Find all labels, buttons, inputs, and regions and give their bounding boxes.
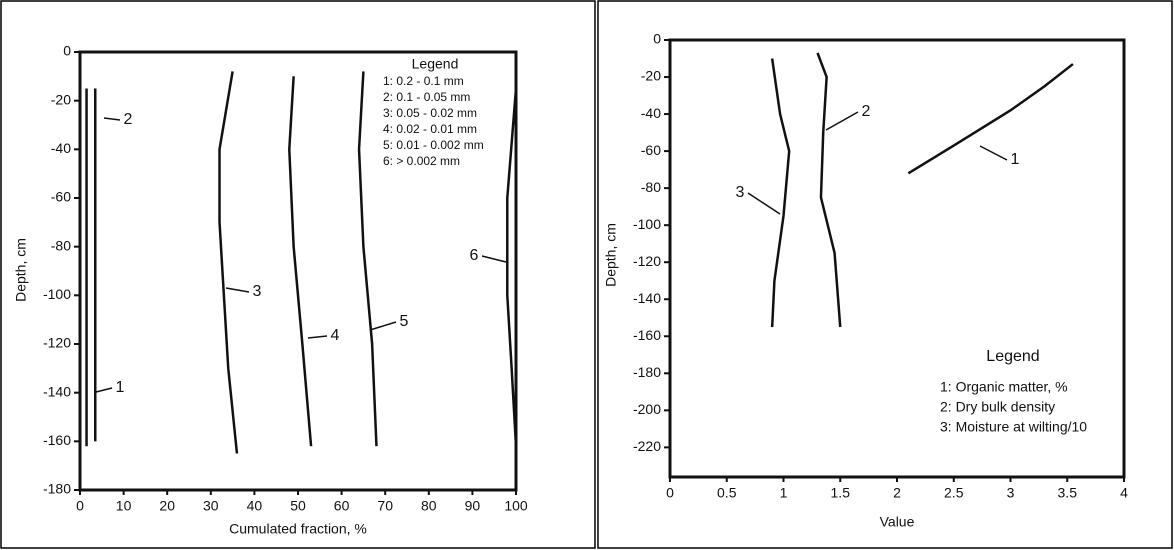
curve-label: 5 bbox=[400, 313, 409, 330]
y-tick-label: -200 bbox=[633, 401, 661, 417]
y-tick-label: -220 bbox=[633, 438, 661, 454]
label-leader bbox=[481, 255, 507, 263]
x-tick-label: 4 bbox=[1120, 485, 1128, 501]
left-panel bbox=[0, 0, 596, 549]
y-tick-label: -80 bbox=[51, 237, 71, 253]
label-leader bbox=[369, 321, 397, 331]
curve-label: 4 bbox=[331, 327, 340, 344]
x-tick-label: 3 bbox=[1007, 485, 1015, 501]
label-leader bbox=[103, 117, 121, 121]
x-tick-label: 100 bbox=[504, 498, 528, 514]
curve-label: 6 bbox=[470, 247, 479, 264]
legend-entry: 2: 0.1 - 0.05 mm bbox=[383, 90, 470, 104]
x-tick-label: 2.5 bbox=[944, 485, 964, 501]
x-tick-label: 1.5 bbox=[831, 485, 851, 501]
label-leader bbox=[225, 287, 250, 293]
x-tick-label: 20 bbox=[159, 498, 175, 514]
y-tick-label: 0 bbox=[63, 43, 71, 59]
curve-label: 3 bbox=[253, 283, 262, 300]
label-leader bbox=[979, 145, 1008, 161]
legend-entry: 6: > 0.002 mm bbox=[383, 154, 460, 168]
y-tick-label: -100 bbox=[43, 286, 71, 302]
series-line bbox=[357, 71, 378, 447]
x-tick-label: 30 bbox=[203, 498, 219, 514]
curve-label: 2 bbox=[862, 103, 871, 120]
x-tick-label: 40 bbox=[247, 498, 263, 514]
y-tick-label: -80 bbox=[641, 179, 661, 195]
legend-entry: 3: Moisture at wilting/10 bbox=[940, 419, 1087, 435]
x-tick-label: 0 bbox=[76, 498, 84, 514]
y-tick-label: -20 bbox=[51, 91, 71, 107]
y-tick-label: -60 bbox=[51, 189, 71, 205]
x-tick-label: 70 bbox=[377, 498, 393, 514]
y-tick-label: -40 bbox=[641, 105, 661, 121]
y-tick-label: -140 bbox=[43, 383, 71, 399]
y-tick-label: -140 bbox=[633, 290, 661, 306]
legend-entry: 3: 0.05 - 0.02 mm bbox=[383, 106, 477, 120]
x-axis-label: Value bbox=[880, 514, 915, 530]
y-tick-label: 0 bbox=[653, 31, 661, 47]
legend-title: Legend bbox=[986, 348, 1039, 365]
y-tick-label: -100 bbox=[633, 216, 661, 232]
x-tick-label: 10 bbox=[116, 498, 132, 514]
y-tick-label: -180 bbox=[633, 364, 661, 380]
series-line bbox=[816, 52, 842, 328]
y-tick-label: -60 bbox=[641, 142, 661, 158]
y-tick-label: -160 bbox=[633, 327, 661, 343]
curve-label: 2 bbox=[124, 111, 133, 128]
curve-label: 1 bbox=[116, 379, 125, 396]
x-tick-label: 2 bbox=[893, 485, 901, 501]
y-tick-label: -40 bbox=[51, 140, 71, 156]
x-tick-label: 3.5 bbox=[1058, 485, 1078, 501]
series-line bbox=[907, 63, 1074, 175]
legend-entry: 5: 0.01 - 0.002 mm bbox=[383, 138, 484, 152]
legend-title: Legend bbox=[412, 56, 459, 72]
series-line bbox=[506, 88, 518, 447]
y-tick-label: -20 bbox=[641, 68, 661, 84]
x-tick-label: 50 bbox=[290, 498, 306, 514]
legend-entry: 1: Organic matter, % bbox=[940, 379, 1068, 395]
label-leader bbox=[95, 387, 113, 393]
series-line bbox=[218, 71, 239, 454]
y-axis-label: Depth, cm bbox=[13, 238, 29, 302]
series-line bbox=[288, 76, 313, 447]
label-leader bbox=[747, 192, 781, 215]
y-tick-label: -120 bbox=[43, 335, 71, 351]
x-tick-label: 60 bbox=[334, 498, 350, 514]
y-tick-label: -180 bbox=[43, 481, 71, 497]
x-tick-label: 0.5 bbox=[717, 485, 737, 501]
legend-entry: 1: 0.2 - 0.1 mm bbox=[383, 74, 464, 88]
x-axis-label: Cumulated fraction, % bbox=[229, 521, 367, 537]
right-panel bbox=[597, 0, 1173, 549]
series-line bbox=[770, 58, 791, 328]
curve-label: 3 bbox=[736, 184, 745, 201]
label-leader bbox=[825, 111, 859, 131]
y-tick-label: -120 bbox=[633, 253, 661, 269]
y-tick-label: -160 bbox=[43, 432, 71, 448]
legend-entry: 4: 0.02 - 0.01 mm bbox=[383, 122, 477, 136]
legend-entry: 2: Dry bulk density bbox=[940, 399, 1055, 415]
curve-label: 1 bbox=[1011, 151, 1020, 168]
y-axis-label: Depth, cm bbox=[603, 223, 619, 287]
label-leader bbox=[307, 335, 328, 339]
x-tick-label: 90 bbox=[465, 498, 481, 514]
x-tick-label: 80 bbox=[421, 498, 437, 514]
x-tick-label: 0 bbox=[666, 485, 674, 501]
x-tick-label: 1 bbox=[780, 485, 788, 501]
